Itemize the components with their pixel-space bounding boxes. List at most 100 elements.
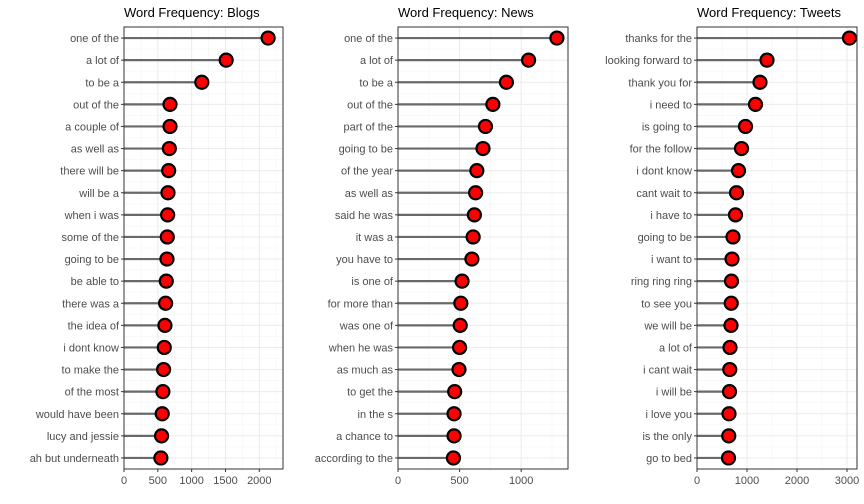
- y-tick-label: a chance to: [336, 431, 393, 443]
- y-tick-label: there was a: [62, 298, 120, 310]
- lollipop-point: [156, 339, 172, 356]
- x-tick-label: 500: [450, 475, 468, 487]
- y-tick-label: according to the: [315, 453, 393, 465]
- panel-1: one of the a lot of to be a out of the a cou…: [30, 5, 284, 487]
- x-tick-label: 0: [694, 475, 700, 487]
- lollipop-point: [498, 74, 515, 90]
- lollipop-point: [728, 185, 745, 201]
- y-tick-label: when i was: [64, 210, 120, 222]
- y-tick-label: i cant wait: [643, 365, 692, 377]
- y-tick-label: one of the: [70, 33, 119, 45]
- x-tick-label: 2000: [785, 475, 809, 487]
- lollipop-point: [723, 273, 740, 289]
- lollipop-point: [485, 96, 501, 112]
- lollipop-point: [155, 384, 171, 400]
- lollipop-point: [159, 251, 175, 267]
- y-tick-label: i dont know: [636, 166, 692, 178]
- y-tick-label: out of the: [73, 99, 119, 111]
- lollipop-point: [218, 52, 234, 68]
- lollipop-point: [723, 295, 739, 311]
- y-tick-label: lucy and jessie: [47, 431, 119, 443]
- y-tick-label: going to be: [638, 232, 692, 244]
- lollipop-point: [157, 317, 173, 333]
- lollipop-point: [446, 406, 462, 422]
- chart-title: Word Frequency: Blogs: [124, 5, 260, 20]
- lollipop-point: [452, 317, 468, 333]
- x-tick-label: 1500: [213, 475, 237, 487]
- lollipop-point: [160, 185, 176, 201]
- lollipop-point: [477, 118, 494, 135]
- y-tick-label: be able to: [71, 276, 119, 288]
- y-tick-label: looking forward to: [605, 55, 692, 67]
- lollipop-point: [730, 163, 747, 179]
- y-tick-label: i dont know: [63, 342, 119, 354]
- y-tick-label: thank you for: [628, 77, 692, 89]
- lollipop-point: [451, 339, 468, 356]
- lollipop-point: [162, 96, 178, 112]
- lollipop-point: [194, 74, 210, 90]
- y-tick-label: will be a: [78, 188, 120, 200]
- panel-2: one of the a lot of to be a out of the part …: [315, 5, 569, 487]
- lollipop-point: [153, 428, 170, 444]
- y-tick-label: thanks for the: [625, 33, 692, 45]
- y-tick-label: for more than: [328, 298, 393, 310]
- x-tick-label: 0: [395, 475, 401, 487]
- lollipop-point: [158, 295, 174, 311]
- lollipop-point: [466, 207, 482, 223]
- lollipop-point: [162, 118, 178, 135]
- y-tick-label: is going to: [642, 121, 692, 133]
- lollipop-point: [445, 450, 462, 466]
- y-tick-label: a lot of: [659, 342, 693, 354]
- y-tick-label: when he was: [328, 342, 394, 354]
- lollipop-point: [454, 273, 470, 289]
- lollipop-point: [475, 140, 491, 157]
- x-tick-label: 1000: [735, 475, 759, 487]
- lollipop-point: [747, 96, 764, 112]
- lollipop-point: [453, 295, 469, 311]
- y-tick-label: as much as: [337, 365, 394, 377]
- y-tick-label: out of the: [347, 99, 393, 111]
- y-tick-label: is the only: [642, 431, 692, 443]
- y-tick-label: of the year: [341, 166, 393, 178]
- y-tick-label: a lot of: [360, 55, 394, 67]
- y-tick-label: for the follow: [630, 144, 692, 156]
- lollipop-point: [737, 118, 754, 135]
- y-tick-label: some of the: [62, 232, 119, 244]
- y-tick-label: a couple of: [65, 121, 120, 133]
- y-tick-label: one of the: [344, 33, 393, 45]
- y-tick-label: to see you: [641, 298, 692, 310]
- y-tick-label: ah but underneath: [30, 453, 119, 465]
- panel-border: [397, 26, 569, 470]
- lollipop-point: [161, 140, 177, 157]
- y-tick-label: we will be: [643, 320, 692, 332]
- y-tick-label: is one of: [351, 276, 394, 288]
- lollipop-point: [260, 30, 276, 46]
- lollipop-point: [723, 317, 739, 333]
- lollipop-point: [722, 339, 738, 356]
- x-tick-label: 0: [121, 475, 127, 487]
- y-tick-label: as well as: [345, 188, 394, 200]
- x-tick-label: 3000: [835, 475, 859, 487]
- y-tick-label: it was a: [356, 232, 394, 244]
- x-tick-label: 2000: [247, 475, 271, 487]
- lollipop-point: [154, 406, 170, 422]
- x-tick-label: 1000: [509, 475, 533, 487]
- lollipop-point: [160, 207, 176, 223]
- chart-title: Word Frequency: News: [398, 5, 534, 20]
- y-tick-label: as well as: [71, 144, 120, 156]
- lollipop-point: [721, 384, 738, 400]
- y-tick-label: i will be: [656, 387, 692, 399]
- y-tick-label: going to be: [65, 254, 119, 266]
- y-tick-label: part of the: [343, 121, 393, 133]
- lollipop-point: [158, 273, 174, 289]
- lollipop-point: [161, 163, 177, 179]
- y-tick-label: to get the: [347, 387, 393, 399]
- y-tick-label: going to be: [339, 144, 393, 156]
- lollipop-point: [727, 207, 744, 223]
- lollipop-point: [721, 406, 737, 422]
- y-tick-label: i have to: [650, 210, 692, 222]
- lollipop-point: [752, 74, 768, 90]
- y-tick-label: said he was: [335, 210, 394, 222]
- lollipop-point: [446, 428, 462, 444]
